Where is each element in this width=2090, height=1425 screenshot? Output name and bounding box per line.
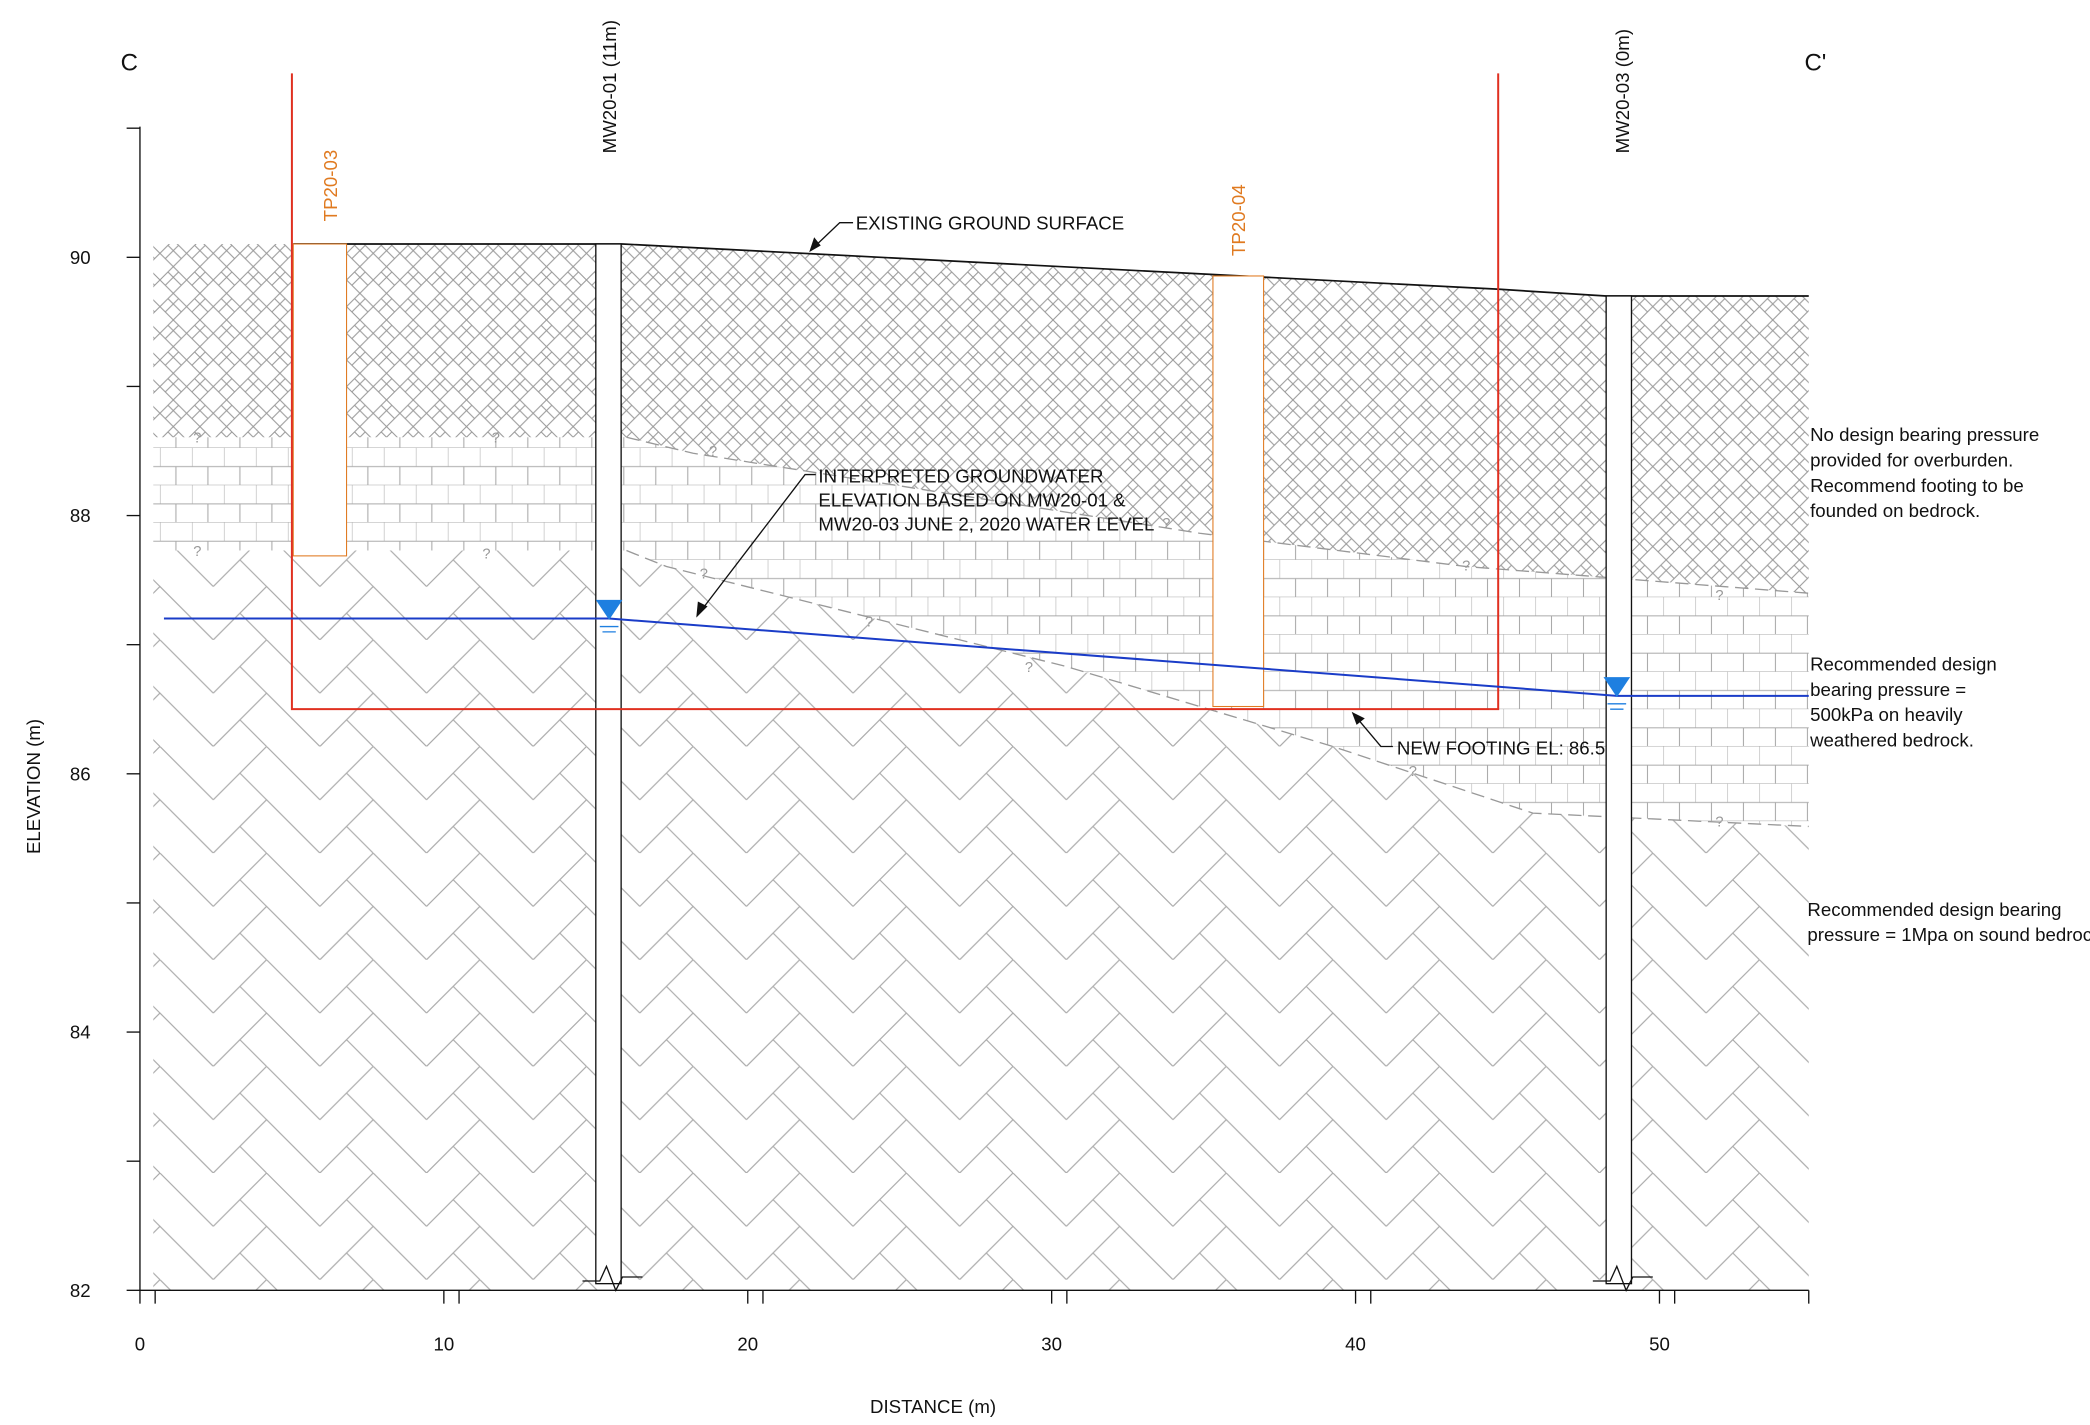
uncertain-marker: ?	[700, 567, 708, 583]
uncertain-marker: ?	[709, 444, 717, 460]
x-tick-label: 30	[1041, 1333, 1062, 1354]
note-line: bearing pressure =	[1810, 679, 1966, 700]
borehole	[595, 243, 622, 1285]
note-line: Recommended design bearing	[1807, 899, 2061, 920]
bedrock	[153, 550, 1809, 1291]
uncertain-marker: ?	[1715, 814, 1723, 830]
ground-surface	[293, 243, 1809, 297]
uncertain-marker: ?	[1715, 588, 1723, 604]
borehole-label: MW20-03 (0m)	[1612, 29, 1633, 153]
uncertain-marker: ?	[1462, 559, 1470, 575]
note-line: No design bearing pressure	[1810, 424, 2039, 445]
boundary	[626, 436, 1809, 594]
y-tick-label: 82	[70, 1280, 91, 1301]
overburden	[153, 243, 1809, 594]
test-pit	[292, 243, 348, 557]
uncertain-marker: ?	[193, 431, 201, 447]
note-line: 500kPa on heavily	[1810, 704, 1963, 725]
break-mark	[1592, 1264, 1653, 1292]
x-tick-label: 0	[135, 1333, 145, 1354]
uncertain-marker: ?	[492, 431, 500, 447]
annotation-line: EXISTING GROUND SURFACE	[856, 212, 1124, 233]
note-line: weathered bedrock.	[1809, 729, 1974, 750]
annotation: NEW FOOTING EL: 86.5	[1397, 737, 1605, 758]
note-line: founded on bedrock.	[1810, 500, 1980, 521]
leaders	[696, 221, 1393, 748]
annotation: INTERPRETED GROUNDWATER ELEVATION BASED O…	[818, 466, 1154, 535]
weathered-bedrock	[153, 437, 1809, 827]
test-pit-label: TP20-04	[1228, 184, 1249, 256]
x-tick-label: 50	[1649, 1333, 1670, 1354]
y-tick-label: 84	[70, 1022, 91, 1043]
x-tick-label: 40	[1345, 1333, 1366, 1354]
uncertain-marker: ?	[1162, 516, 1170, 532]
section-start: C	[121, 50, 138, 77]
x-tick-label: 10	[433, 1333, 454, 1354]
note-line: provided for overburden.	[1810, 450, 2013, 471]
note: No design bearing pressure provided for o…	[1810, 424, 2039, 521]
uncertain-marker: ?	[865, 615, 873, 631]
strata	[153, 243, 1809, 1291]
annotation-line: ELEVATION BASED ON MW20-01 &	[818, 490, 1126, 511]
borehole	[1605, 295, 1633, 1285]
water-symbol	[595, 599, 1631, 710]
annotation: EXISTING GROUND SURFACE	[856, 212, 1124, 233]
note: Recommended design bearing pressure = 500k…	[1809, 654, 1997, 751]
uncertain-marker: ?	[193, 544, 201, 560]
borehole-label: MW20-01 (11m)	[599, 20, 620, 153]
note-line: pressure = 1Mpa on sound bedrock.	[1807, 924, 2090, 945]
y-axis-label: ELEVATION (m)	[23, 719, 44, 854]
annotation-line: INTERPRETED GROUNDWATER	[818, 466, 1103, 487]
annotation-line: NEW FOOTING EL: 86.5	[1397, 737, 1605, 758]
footing	[290, 73, 1500, 711]
y-tick-label: 88	[70, 505, 91, 526]
uncertain-marker: ?	[482, 547, 490, 563]
note: Recommended design bearing pressure = 1Mp…	[1807, 899, 2090, 945]
x-axis-label: DISTANCE (m)	[870, 1396, 996, 1417]
uncertain-marker: ?	[1025, 660, 1033, 676]
test-pit-label: TP20-03	[320, 150, 341, 222]
boundary	[626, 549, 1809, 828]
note-line: Recommend footing to be	[1810, 475, 2024, 496]
test-pit	[1212, 275, 1265, 708]
axes	[126, 126, 1810, 1304]
x-tick-label: 20	[737, 1333, 758, 1354]
note-line: Recommended design	[1810, 654, 1997, 675]
uncertain-marker: ?	[1409, 764, 1417, 780]
y-tick-label: 86	[70, 763, 91, 784]
groundwater-line	[163, 617, 1809, 697]
y-tick-label: 90	[70, 247, 91, 268]
section-end: C'	[1804, 50, 1826, 77]
annotation-line: MW20-03 JUNE 2, 2020 WATER LEVEL	[818, 514, 1154, 535]
break-mark	[582, 1264, 643, 1292]
